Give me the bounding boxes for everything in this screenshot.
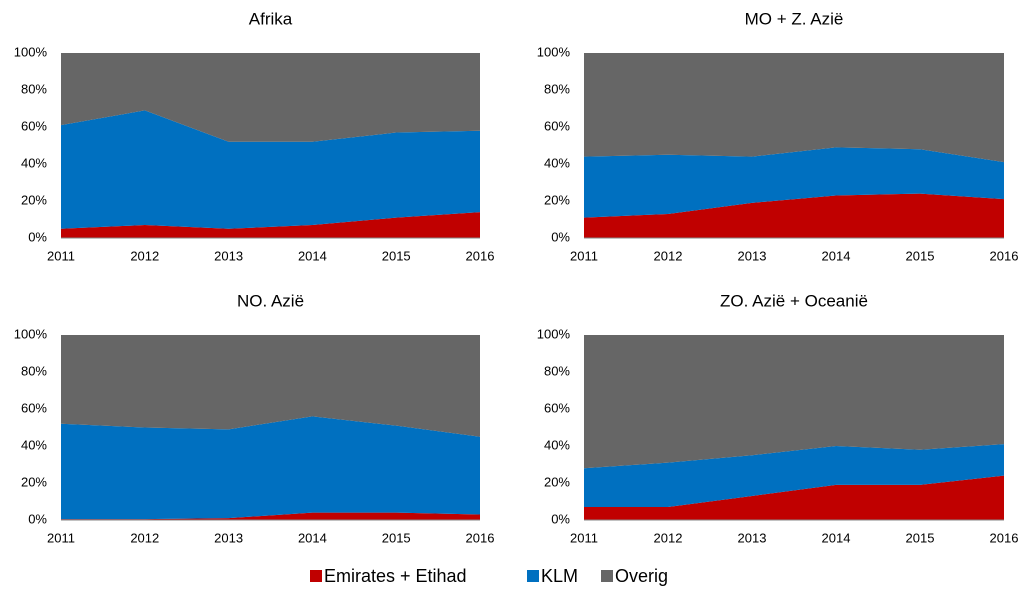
y-tick-label: 0% [28, 229, 47, 244]
y-tick-label: 80% [544, 81, 570, 96]
y-tick-label: 40% [544, 437, 570, 452]
y-tick-label: 60% [21, 400, 47, 415]
y-tick-label: 80% [21, 81, 47, 96]
y-tick-label: 0% [551, 511, 570, 526]
y-tick-label: 80% [544, 363, 570, 378]
x-tick-label: 2015 [906, 248, 935, 263]
y-tick-label: 80% [21, 363, 47, 378]
y-tick-label: 60% [21, 118, 47, 133]
x-tick-label: 2013 [214, 248, 243, 263]
legend-label: Emirates + Etihad [324, 566, 467, 586]
area [584, 444, 1004, 508]
x-tick-label: 2014 [822, 530, 851, 545]
chart-title: NO. Azië [237, 291, 304, 310]
x-tick-label: 2015 [382, 248, 411, 263]
legend-swatch [601, 570, 613, 582]
y-tick-label: 20% [21, 474, 47, 489]
area [61, 53, 480, 142]
y-tick-label: 60% [544, 118, 570, 133]
y-tick-label: 100% [14, 326, 48, 341]
area [584, 193, 1004, 238]
y-tick-label: 60% [544, 400, 570, 415]
x-tick-label: 2013 [738, 248, 767, 263]
x-tick-label: 2012 [130, 248, 159, 263]
y-tick-label: 20% [21, 192, 47, 207]
area [584, 335, 1004, 469]
y-tick-label: 20% [544, 474, 570, 489]
x-tick-label: 2014 [298, 248, 327, 263]
x-tick-label: 2016 [466, 248, 495, 263]
x-tick-label: 2012 [654, 248, 683, 263]
y-tick-label: 100% [537, 44, 571, 59]
area [584, 53, 1004, 163]
x-tick-label: 2011 [47, 530, 75, 545]
y-tick-label: 0% [551, 229, 570, 244]
x-tick-label: 2011 [570, 248, 598, 263]
area [61, 212, 480, 238]
x-tick-label: 2016 [466, 530, 495, 545]
y-tick-label: 20% [544, 192, 570, 207]
x-tick-label: 2012 [654, 530, 683, 545]
x-tick-label: 2014 [298, 530, 327, 545]
x-tick-label: 2013 [738, 530, 767, 545]
x-tick-label: 2013 [214, 530, 243, 545]
legend-label: Overig [615, 566, 668, 586]
legend-swatch [310, 570, 322, 582]
area [61, 416, 480, 520]
chart-title: ZO. Azië + Oceanië [720, 291, 868, 310]
x-tick-label: 2014 [822, 248, 851, 263]
y-tick-label: 100% [537, 326, 571, 341]
area [61, 512, 480, 520]
area [584, 147, 1004, 218]
area [61, 110, 480, 229]
y-tick-label: 0% [28, 511, 47, 526]
area [584, 475, 1004, 520]
y-tick-label: 40% [544, 155, 570, 170]
y-tick-label: 100% [14, 44, 48, 59]
x-tick-label: 2015 [382, 530, 411, 545]
x-tick-label: 2016 [990, 530, 1019, 545]
area [61, 335, 480, 437]
y-tick-label: 40% [21, 155, 47, 170]
x-tick-label: 2016 [990, 248, 1019, 263]
x-tick-label: 2011 [47, 248, 75, 263]
chart-title: MO + Z. Azië [745, 9, 844, 28]
x-tick-label: 2011 [570, 530, 598, 545]
x-tick-label: 2015 [906, 530, 935, 545]
chart-title: Afrika [249, 9, 293, 28]
x-tick-label: 2012 [130, 530, 159, 545]
y-tick-label: 40% [21, 437, 47, 452]
legend-swatch [527, 570, 539, 582]
legend-label: KLM [541, 566, 578, 586]
